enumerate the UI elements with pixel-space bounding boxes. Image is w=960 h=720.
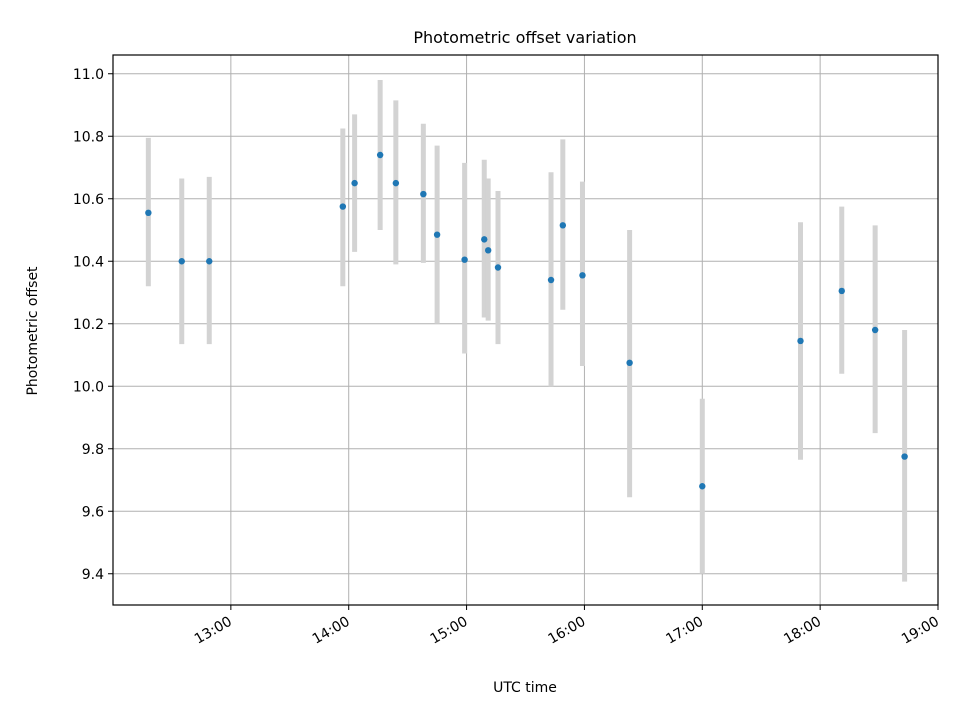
chart-title: Photometric offset variation bbox=[413, 28, 636, 47]
y-tick-label: 9.8 bbox=[82, 442, 104, 458]
x-axis-label: UTC time bbox=[493, 680, 557, 696]
data-point bbox=[145, 209, 152, 217]
y-tick-label: 9.6 bbox=[82, 504, 104, 520]
data-point bbox=[339, 203, 347, 210]
y-tick-label: 11.0 bbox=[73, 67, 104, 83]
y-tick-label: 9.4 bbox=[82, 567, 104, 583]
y-axis-label: Photometric offset bbox=[25, 266, 41, 396]
y-tick-label: 10.8 bbox=[73, 129, 104, 145]
data-point bbox=[461, 256, 468, 263]
data-point bbox=[579, 272, 586, 279]
y-tick-label: 10.2 bbox=[73, 317, 104, 333]
data-point bbox=[699, 483, 706, 490]
y-tick-label: 10.0 bbox=[73, 379, 104, 395]
data-point bbox=[547, 276, 555, 284]
data-point bbox=[392, 179, 400, 187]
data-point bbox=[481, 236, 488, 243]
data-point bbox=[559, 222, 567, 229]
data-point bbox=[838, 287, 845, 295]
y-tick-label: 10.4 bbox=[73, 254, 104, 270]
data-point bbox=[206, 258, 213, 265]
data-point bbox=[797, 337, 804, 345]
data-point bbox=[871, 326, 879, 334]
data-point bbox=[901, 453, 908, 460]
data-point bbox=[376, 151, 384, 159]
data-point bbox=[433, 231, 441, 238]
data-point bbox=[420, 190, 427, 198]
data-point bbox=[351, 179, 358, 187]
data-point bbox=[494, 264, 502, 271]
data-point bbox=[626, 359, 633, 367]
data-point bbox=[484, 247, 492, 254]
y-tick-label: 10.6 bbox=[73, 192, 104, 208]
plot-frame bbox=[112, 54, 939, 606]
data-points bbox=[145, 151, 908, 490]
data-point bbox=[178, 258, 185, 265]
